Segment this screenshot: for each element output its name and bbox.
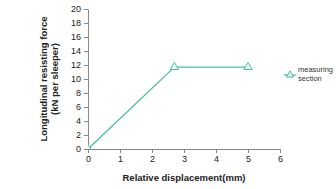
- tick-label: 16: [71, 32, 81, 42]
- plot-area: [88, 62, 252, 149]
- tick-mark: [84, 9, 88, 10]
- tick-label: 10: [71, 74, 81, 84]
- tick: 6: [76, 102, 88, 112]
- tick-label: 20: [71, 4, 81, 14]
- tick-label: 0: [86, 154, 91, 164]
- tick: 1: [118, 149, 123, 164]
- tick-label: 3: [182, 154, 187, 164]
- tick: 16: [71, 32, 88, 42]
- tick-mark: [84, 65, 88, 66]
- tick-label: 5: [246, 154, 251, 164]
- tick-mark: [152, 149, 153, 153]
- tick-mark: [84, 107, 88, 108]
- legend: measuringsection: [284, 65, 333, 83]
- tick-label: 12: [71, 60, 81, 70]
- marker: [244, 62, 252, 69]
- tick-mark: [280, 149, 281, 153]
- tick-label: 8: [76, 88, 81, 98]
- tick-label: 2: [150, 154, 155, 164]
- tick: 8: [76, 88, 88, 98]
- tick-mark: [88, 149, 89, 153]
- tick-mark: [84, 93, 88, 94]
- tick-label: 6: [76, 102, 81, 112]
- tick: 12: [71, 60, 88, 70]
- tick: 2: [76, 130, 88, 140]
- tick-label: 4: [214, 154, 219, 164]
- tick: 2: [150, 149, 155, 164]
- tick-mark: [184, 149, 185, 153]
- tick: 4: [214, 149, 219, 164]
- tick-label: 2: [76, 130, 81, 140]
- tick-label: 0: [76, 144, 81, 154]
- x-axis: 0 1 2 3 4 5 6: [86, 149, 283, 164]
- x-axis-title: Relative displacement(mm): [122, 172, 245, 183]
- chart: 012345602468101214161820Relative displac…: [0, 0, 336, 189]
- legend-marker: [286, 71, 293, 77]
- tick: 10: [71, 74, 88, 84]
- tick-mark: [84, 23, 88, 24]
- tick-mark: [216, 149, 217, 153]
- tick-mark: [84, 135, 88, 136]
- tick: 3: [182, 149, 187, 164]
- tick-label: 14: [71, 46, 81, 56]
- y-axis: 0 2 4 6 8 10 12 14 16 18 20: [71, 4, 89, 154]
- tick-mark: [84, 37, 88, 38]
- tick: 18: [71, 18, 88, 28]
- axis-line: [88, 10, 89, 150]
- tick-label: 4: [76, 116, 81, 126]
- tick: 20: [71, 4, 88, 14]
- tick-mark: [248, 149, 249, 153]
- tick-mark: [84, 79, 88, 80]
- tick-mark: [84, 121, 88, 122]
- tick: 4: [76, 116, 88, 126]
- tick-label: 1: [118, 154, 123, 164]
- tick: 0: [86, 149, 91, 164]
- tick-mark: [120, 149, 121, 153]
- tick-mark: [84, 51, 88, 52]
- legend-label: measuringsection: [298, 65, 333, 83]
- y-axis-title: Longitudinal resisting force: [38, 16, 49, 141]
- tick: 6: [278, 149, 283, 164]
- y-axis-title: (kN per sleeper): [49, 43, 60, 115]
- tick-label: 18: [71, 18, 81, 28]
- marker: [88, 144, 92, 149]
- series-line: [88, 67, 248, 149]
- tick-mark: [84, 149, 88, 150]
- tick-label: 6: [278, 154, 283, 164]
- tick: 0: [76, 144, 88, 154]
- marker: [170, 62, 178, 69]
- tick: 14: [71, 46, 88, 56]
- tick: 5: [246, 149, 251, 164]
